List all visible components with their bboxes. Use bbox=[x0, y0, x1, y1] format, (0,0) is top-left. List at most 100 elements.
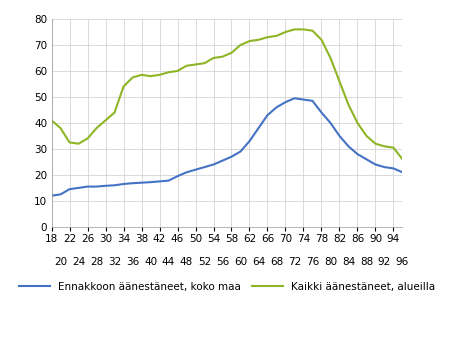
Text: 28: 28 bbox=[90, 257, 103, 268]
Ennakkoon äänestäneet, koko maa bbox=[121, 182, 126, 186]
Ennakkoon äänestäneet, koko maa bbox=[157, 180, 162, 184]
Ennakkoon äänestäneet, koko maa bbox=[328, 121, 333, 125]
Kaikki äänestäneet, alueilla bbox=[166, 70, 171, 74]
Ennakkoon äänestäneet, koko maa bbox=[292, 96, 297, 100]
Text: 48: 48 bbox=[180, 257, 193, 268]
Text: 24: 24 bbox=[72, 257, 85, 268]
Text: 60: 60 bbox=[234, 257, 247, 268]
Text: 92: 92 bbox=[378, 257, 391, 268]
Kaikki äänestäneet, alueilla bbox=[49, 118, 54, 122]
Kaikki äänestäneet, alueilla bbox=[184, 64, 189, 68]
Text: 32: 32 bbox=[108, 257, 121, 268]
Line: Ennakkoon äänestäneet, koko maa: Ennakkoon äänestäneet, koko maa bbox=[52, 98, 402, 196]
Ennakkoon äänestäneet, koko maa bbox=[373, 163, 378, 167]
Text: 52: 52 bbox=[198, 257, 211, 268]
Ennakkoon äänestäneet, koko maa bbox=[166, 178, 171, 183]
Ennakkoon äänestäneet, koko maa bbox=[301, 98, 306, 102]
Ennakkoon äänestäneet, koko maa bbox=[382, 165, 387, 169]
Kaikki äänestäneet, alueilla bbox=[85, 136, 90, 140]
Ennakkoon äänestäneet, koko maa bbox=[175, 174, 180, 178]
Ennakkoon äänestäneet, koko maa bbox=[274, 105, 279, 109]
Ennakkoon äänestäneet, koko maa bbox=[85, 185, 90, 189]
Ennakkoon äänestäneet, koko maa bbox=[355, 152, 360, 156]
Ennakkoon äänestäneet, koko maa bbox=[283, 100, 288, 104]
Kaikki äänestäneet, alueilla bbox=[292, 27, 297, 31]
Ennakkoon äänestäneet, koko maa bbox=[310, 99, 315, 103]
Text: 76: 76 bbox=[306, 257, 319, 268]
Ennakkoon äänestäneet, koko maa bbox=[67, 187, 72, 191]
Ennakkoon äänestäneet, koko maa bbox=[58, 192, 63, 197]
Kaikki äänestäneet, alueilla bbox=[328, 56, 333, 60]
Text: 36: 36 bbox=[126, 257, 139, 268]
Kaikki äänestäneet, alueilla bbox=[274, 34, 279, 38]
Text: 72: 72 bbox=[288, 257, 301, 268]
Kaikki äänestäneet, alueilla bbox=[265, 35, 270, 39]
Ennakkoon äänestäneet, koko maa bbox=[139, 181, 144, 185]
Ennakkoon äänestäneet, koko maa bbox=[229, 155, 234, 159]
Legend: Ennakkoon äänestäneet, koko maa, Kaikki äänestäneet, alueilla: Ennakkoon äänestäneet, koko maa, Kaikki … bbox=[15, 278, 439, 296]
Kaikki äänestäneet, alueilla bbox=[238, 43, 243, 47]
Ennakkoon äänestäneet, koko maa bbox=[364, 157, 369, 162]
Ennakkoon äänestäneet, koko maa bbox=[193, 168, 198, 172]
Kaikki äänestäneet, alueilla bbox=[229, 51, 234, 55]
Kaikki äänestäneet, alueilla bbox=[103, 118, 108, 122]
Ennakkoon äänestäneet, koko maa bbox=[238, 150, 243, 154]
Ennakkoon äänestäneet, koko maa bbox=[94, 185, 99, 189]
Ennakkoon äänestäneet, koko maa bbox=[211, 163, 216, 167]
Kaikki äänestäneet, alueilla bbox=[157, 73, 162, 77]
Kaikki äänestäneet, alueilla bbox=[364, 134, 369, 138]
Text: 44: 44 bbox=[162, 257, 175, 268]
Ennakkoon äänestäneet, koko maa bbox=[202, 165, 207, 169]
Kaikki äänestäneet, alueilla bbox=[346, 103, 351, 107]
Kaikki äänestäneet, alueilla bbox=[202, 61, 207, 65]
Ennakkoon äänestäneet, koko maa bbox=[319, 110, 324, 115]
Ennakkoon äänestäneet, koko maa bbox=[76, 186, 81, 190]
Kaikki äänestäneet, alueilla bbox=[283, 30, 288, 34]
Kaikki äänestäneet, alueilla bbox=[121, 85, 126, 89]
Kaikki äänestäneet, alueilla bbox=[319, 38, 324, 42]
Ennakkoon äänestäneet, koko maa bbox=[112, 183, 117, 187]
Ennakkoon äänestäneet, koko maa bbox=[346, 144, 351, 148]
Line: Kaikki äänestäneet, alueilla: Kaikki äänestäneet, alueilla bbox=[52, 29, 402, 159]
Ennakkoon äänestäneet, koko maa bbox=[256, 126, 261, 130]
Ennakkoon äänestäneet, koko maa bbox=[220, 158, 225, 163]
Text: 68: 68 bbox=[270, 257, 283, 268]
Ennakkoon äänestäneet, koko maa bbox=[49, 194, 54, 198]
Kaikki äänestäneet, alueilla bbox=[301, 27, 306, 31]
Kaikki äänestäneet, alueilla bbox=[193, 63, 198, 67]
Text: 40: 40 bbox=[144, 257, 157, 268]
Kaikki äänestäneet, alueilla bbox=[112, 110, 117, 115]
Text: 64: 64 bbox=[252, 257, 265, 268]
Kaikki äänestäneet, alueilla bbox=[76, 142, 81, 146]
Ennakkoon äänestäneet, koko maa bbox=[103, 184, 108, 188]
Kaikki äänestäneet, alueilla bbox=[400, 157, 405, 162]
Kaikki äänestäneet, alueilla bbox=[355, 121, 360, 125]
Ennakkoon äänestäneet, koko maa bbox=[148, 180, 153, 184]
Kaikki äänestäneet, alueilla bbox=[175, 69, 180, 73]
Text: 96: 96 bbox=[396, 257, 409, 268]
Kaikki äänestäneet, alueilla bbox=[58, 126, 63, 130]
Text: 20: 20 bbox=[54, 257, 67, 268]
Kaikki äänestäneet, alueilla bbox=[373, 142, 378, 146]
Ennakkoon äänestäneet, koko maa bbox=[265, 113, 270, 117]
Kaikki äänestäneet, alueilla bbox=[94, 126, 99, 130]
Kaikki äänestäneet, alueilla bbox=[337, 79, 342, 83]
Kaikki äänestäneet, alueilla bbox=[148, 74, 153, 78]
Kaikki äänestäneet, alueilla bbox=[67, 140, 72, 144]
Kaikki äänestäneet, alueilla bbox=[247, 39, 252, 43]
Ennakkoon äänestäneet, koko maa bbox=[400, 170, 405, 174]
Text: 80: 80 bbox=[324, 257, 337, 268]
Kaikki äänestäneet, alueilla bbox=[211, 56, 216, 60]
Ennakkoon äänestäneet, koko maa bbox=[184, 170, 189, 174]
Ennakkoon äänestäneet, koko maa bbox=[130, 181, 135, 185]
Kaikki äänestäneet, alueilla bbox=[391, 146, 396, 150]
Kaikki äänestäneet, alueilla bbox=[139, 73, 144, 77]
Ennakkoon äänestäneet, koko maa bbox=[337, 134, 342, 138]
Kaikki äänestäneet, alueilla bbox=[130, 75, 135, 80]
Kaikki äänestäneet, alueilla bbox=[382, 144, 387, 148]
Text: 88: 88 bbox=[360, 257, 373, 268]
Ennakkoon äänestäneet, koko maa bbox=[247, 139, 252, 143]
Kaikki äänestäneet, alueilla bbox=[220, 55, 225, 59]
Text: 84: 84 bbox=[342, 257, 355, 268]
Kaikki äänestäneet, alueilla bbox=[310, 29, 315, 33]
